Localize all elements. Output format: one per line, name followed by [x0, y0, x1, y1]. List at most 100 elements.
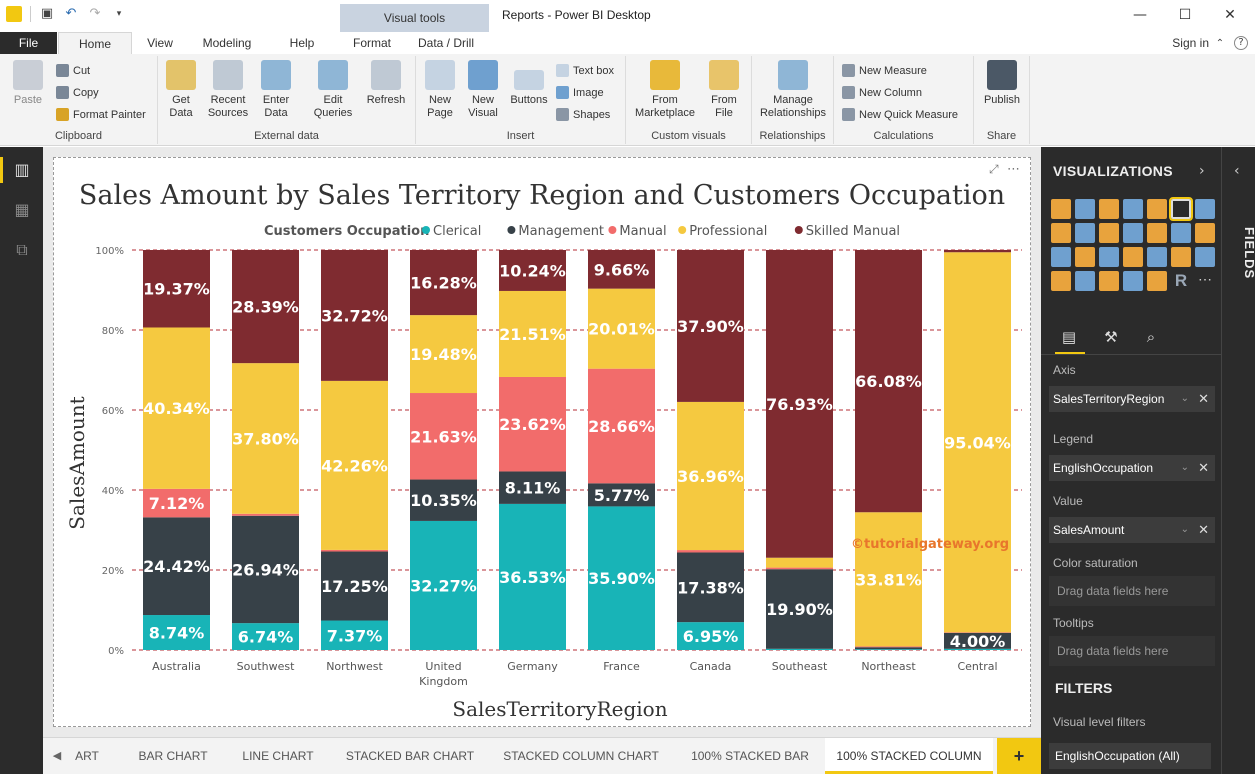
customize-qat-icon[interactable]: ▾ — [116, 9, 122, 19]
bar-segment[interactable] — [855, 646, 922, 648]
cut-button[interactable]: Cut — [56, 64, 90, 77]
value-well[interactable]: SalesAmount ⌄ ✕ — [1049, 517, 1215, 543]
maximize-button[interactable]: ☐ — [1178, 7, 1192, 23]
bar-segment[interactable] — [677, 550, 744, 553]
gauge-icon[interactable] — [1171, 247, 1191, 267]
copy-button[interactable]: Copy — [56, 86, 99, 99]
bar-segment[interactable] — [855, 647, 922, 650]
refresh-button[interactable]: Refresh — [364, 60, 408, 107]
bar-segment[interactable] — [766, 567, 833, 570]
bar-segment[interactable] — [143, 615, 210, 650]
bar-segment[interactable] — [588, 483, 655, 507]
bar-segment[interactable] — [855, 250, 922, 513]
save-icon[interactable]: ▣ — [40, 6, 54, 21]
line-and-column-chart-icon[interactable] — [1099, 223, 1119, 243]
legend-item[interactable]: Manual — [619, 224, 666, 239]
bar-segment[interactable] — [855, 512, 922, 647]
bar-segment[interactable] — [143, 488, 210, 518]
bar-segment[interactable] — [944, 252, 1011, 633]
new-visual-button[interactable]: New Visual — [464, 60, 502, 120]
page-tab-stacked-bar-chart[interactable]: STACKED BAR CHART — [345, 749, 475, 763]
stacked-bar-chart-icon[interactable] — [1051, 199, 1071, 219]
legend-item[interactable]: Skilled Manual — [806, 224, 900, 239]
legend-item[interactable]: Professional — [689, 224, 767, 239]
clustered-bar-chart-icon[interactable] — [1099, 199, 1119, 219]
bar-segment[interactable] — [766, 648, 833, 650]
bar-segment[interactable] — [944, 632, 1011, 633]
donut-chart-icon[interactable] — [1051, 247, 1071, 267]
page-tab-art[interactable]: ART — [75, 749, 99, 763]
more-options-icon[interactable]: ⋯ — [1007, 162, 1020, 177]
bar-segment[interactable] — [677, 250, 744, 402]
new-column-button[interactable]: New Column — [842, 86, 922, 99]
ribbon-chart-icon[interactable] — [1123, 223, 1143, 243]
remove-field-icon[interactable]: ✕ — [1198, 522, 1209, 537]
bar-segment[interactable] — [766, 557, 833, 568]
sign-in-link[interactable]: Sign in — [1172, 36, 1209, 50]
pie-chart-icon[interactable] — [1195, 223, 1215, 243]
table-icon[interactable] — [1123, 271, 1143, 291]
page-tab-line-chart[interactable]: LINE CHART — [242, 749, 314, 763]
bar-segment[interactable] — [143, 250, 210, 328]
bar-segment[interactable] — [321, 551, 388, 621]
bar-segment[interactable] — [321, 549, 388, 552]
bar-segment[interactable] — [677, 401, 744, 551]
axis-well[interactable]: SalesTerritoryRegion ⌄ ✕ — [1049, 386, 1215, 412]
tab-format[interactable]: Format — [352, 36, 391, 50]
bar-segment[interactable] — [588, 250, 655, 289]
add-page-button[interactable]: + — [997, 738, 1041, 774]
bar-segment[interactable] — [410, 520, 477, 650]
legend-well[interactable]: EnglishOccupation ⌄ ✕ — [1049, 455, 1215, 481]
recent-sources-button[interactable]: Recent Sources — [204, 60, 252, 120]
tab-data-drill[interactable]: Data / Drill — [417, 36, 474, 50]
bar-segment[interactable] — [499, 503, 566, 650]
scroll-left-icon[interactable]: ◀ — [52, 749, 62, 762]
bar-segment[interactable] — [321, 250, 388, 381]
color-saturation-drop-zone[interactable]: Drag data fields here — [1049, 576, 1215, 606]
matrix-icon[interactable] — [1147, 271, 1167, 291]
remove-field-icon[interactable]: ✕ — [1198, 391, 1209, 406]
more-visuals-icon[interactable]: ⋯ — [1198, 271, 1212, 287]
from-file-button[interactable]: From File — [704, 60, 744, 120]
r-script-icon[interactable]: R — [1174, 271, 1188, 290]
format-painter-button[interactable]: Format Painter — [56, 108, 146, 121]
shapes-button[interactable]: Shapes — [556, 108, 610, 121]
bar-segment[interactable] — [232, 363, 299, 514]
new-page-button[interactable]: New Page — [422, 60, 458, 120]
treemap-icon[interactable] — [1075, 247, 1095, 267]
bar-segment[interactable] — [143, 327, 210, 489]
scatter-chart-icon[interactable] — [1171, 223, 1191, 243]
multi-row-card-icon[interactable] — [1051, 271, 1071, 291]
fields-well-icon[interactable]: ▤ — [1061, 328, 1077, 346]
redo-icon[interactable]: ↷ — [89, 6, 101, 21]
stacked-column-chart-icon[interactable] — [1075, 199, 1095, 219]
bar-segment[interactable] — [944, 632, 1011, 649]
bar-segment[interactable] — [232, 515, 299, 624]
help-icon[interactable]: ? — [1234, 36, 1248, 50]
chevron-down-icon[interactable]: ⌄ — [1180, 393, 1189, 404]
tooltips-drop-zone[interactable]: Drag data fields here — [1049, 636, 1215, 666]
bar-segment[interactable] — [410, 315, 477, 394]
bar-segment[interactable] — [677, 552, 744, 623]
undo-icon[interactable]: ↶ — [65, 6, 77, 21]
edit-queries-button[interactable]: Edit Queries — [310, 60, 356, 120]
remove-field-icon[interactable]: ✕ — [1198, 460, 1209, 475]
chevron-down-icon[interactable]: ⌄ — [1180, 462, 1189, 473]
from-marketplace-button[interactable]: From Marketplace — [632, 60, 698, 120]
bar-segment[interactable] — [677, 622, 744, 650]
page-tab-100-stacked-bar[interactable]: 100% STACKED BAR — [691, 749, 809, 763]
legend-item[interactable]: Management — [518, 224, 604, 239]
publish-button[interactable]: Publish — [980, 60, 1024, 107]
expand-pane-icon[interactable]: › — [1199, 163, 1205, 179]
analytics-icon[interactable]: ⌕ — [1146, 328, 1156, 346]
tab-view[interactable]: View — [147, 36, 173, 50]
model-view-icon[interactable]: ⧉ — [16, 240, 28, 259]
100-stacked-bar-chart-icon[interactable] — [1147, 199, 1167, 219]
bar-segment[interactable] — [499, 250, 566, 291]
filled-map-icon[interactable] — [1123, 247, 1143, 267]
kpi-icon[interactable] — [1075, 271, 1095, 291]
tab-help[interactable]: Help — [289, 36, 315, 50]
clustered-column-chart-icon[interactable] — [1123, 199, 1143, 219]
bar-segment[interactable] — [232, 513, 299, 516]
page-tab-bar-chart[interactable]: BAR CHART — [138, 749, 208, 763]
